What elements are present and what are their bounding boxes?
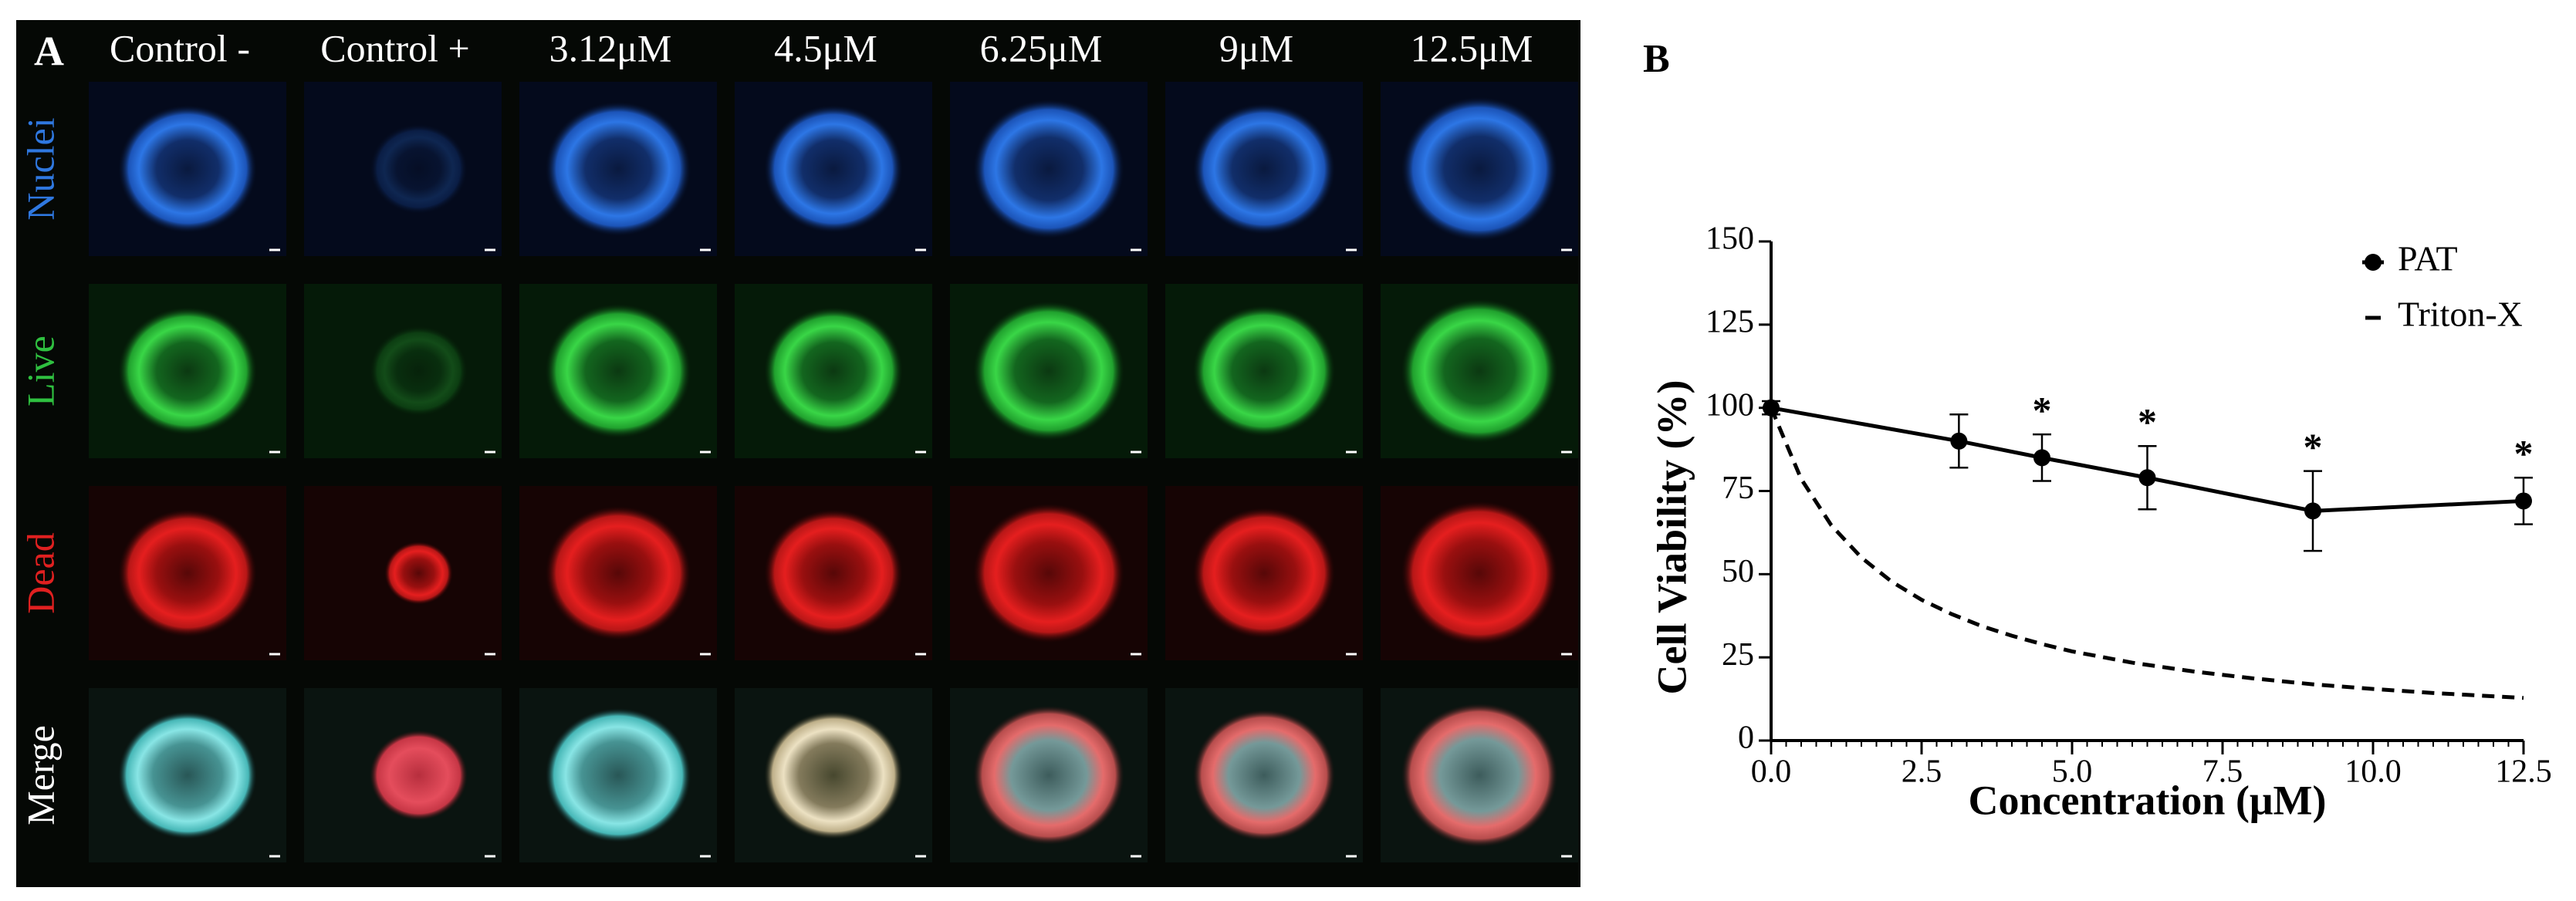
cell-spheroid xyxy=(370,123,468,214)
data-point xyxy=(1950,432,1968,450)
cell-spheroid xyxy=(118,307,257,435)
y-axis-label: Cell Viability (%) xyxy=(1648,380,1695,695)
cell-spheroid xyxy=(1192,305,1336,437)
legend-label: PAT xyxy=(2398,239,2458,278)
significance-marker: * xyxy=(2514,432,2534,475)
cell-spheroid xyxy=(764,711,903,839)
column-label: 4.5μM xyxy=(774,26,877,69)
cell-spheroid xyxy=(973,705,1124,845)
column-label: 6.25μM xyxy=(980,26,1103,69)
x-tick-label: 0.0 xyxy=(1751,754,1792,790)
cell-spheroid xyxy=(764,105,903,233)
data-point xyxy=(2033,449,2050,467)
chart: 0 25 50 75 100 125 150 0.0 2.5 5.0 7.5 10.0 12.5 Conc… xyxy=(1648,221,2551,824)
column-label: 3.12μM xyxy=(549,26,672,69)
x-axis-label: Concentration (μM) xyxy=(1968,777,2326,823)
row-label: Live xyxy=(19,336,62,407)
row-label: Dead xyxy=(19,532,62,614)
column-label: 12.5μM xyxy=(1411,26,1533,69)
data-point xyxy=(2304,502,2321,520)
y-tick-label: 125 xyxy=(1706,304,1754,339)
cell-spheroid xyxy=(1401,703,1558,848)
cell-spheroid xyxy=(370,326,468,417)
cell-spheroid xyxy=(973,99,1124,239)
cell-spheroid xyxy=(764,509,903,637)
legend-swatch xyxy=(2365,254,2382,271)
column-label: Control - xyxy=(110,26,250,69)
y-tick-label: 50 xyxy=(1722,554,1754,589)
cell-spheroid xyxy=(1401,299,1558,444)
y-tick-label: 25 xyxy=(1722,637,1754,673)
y-tick-label: 75 xyxy=(1722,471,1754,506)
series-line xyxy=(1770,406,2524,513)
significance-marker: * xyxy=(2138,400,2157,444)
cell-spheroid xyxy=(973,503,1124,643)
cell-spheroid xyxy=(1192,710,1336,841)
cell-spheroid xyxy=(1401,96,1558,241)
column-label: 9μM xyxy=(1219,26,1293,69)
panel-a: Control - Control + 3.12μM 4.5μM 6.25μM 9μM 12… xyxy=(19,26,1578,862)
y-tick-label: 0 xyxy=(1738,720,1754,756)
cell-spheroid xyxy=(764,307,903,435)
x-tick-label: 12.5 xyxy=(2495,754,2552,790)
data-point xyxy=(2515,492,2532,510)
panel-label: A xyxy=(34,28,64,74)
cell-spheroid xyxy=(118,105,257,233)
cell-spheroid xyxy=(1192,103,1336,235)
y-tick-label: 150 xyxy=(1706,221,1754,257)
significance-marker: * xyxy=(2033,389,2052,432)
row-label: Nuclei xyxy=(19,117,62,220)
cell-spheroid xyxy=(545,707,691,843)
series-line xyxy=(1769,407,2524,700)
panel-label: B xyxy=(1643,37,1670,81)
cell-spheroid xyxy=(384,542,453,605)
legend-label: Triton-X xyxy=(2398,295,2523,334)
y-tick-label: 100 xyxy=(1706,387,1754,423)
cell-spheroid xyxy=(118,711,257,839)
x-tick-label: 10.0 xyxy=(2344,754,2402,790)
cell-spheroid xyxy=(545,303,691,439)
cell-spheroid xyxy=(545,505,691,641)
x-tick-label: 7.5 xyxy=(2202,754,2243,790)
cell-spheroid xyxy=(118,509,257,637)
x-tick-label: 5.0 xyxy=(2052,754,2093,790)
cell-spheroid xyxy=(545,101,691,237)
significance-marker: * xyxy=(2304,425,2323,468)
data-point xyxy=(2138,469,2156,487)
row-label: Merge xyxy=(19,725,62,825)
cell-spheroid xyxy=(1192,508,1336,639)
x-tick-label: 2.5 xyxy=(1902,754,1942,790)
cell-spheroid xyxy=(973,301,1124,441)
cell-spheroid xyxy=(370,730,468,821)
cell-spheroid xyxy=(1401,501,1558,646)
column-label: Control + xyxy=(320,26,469,69)
